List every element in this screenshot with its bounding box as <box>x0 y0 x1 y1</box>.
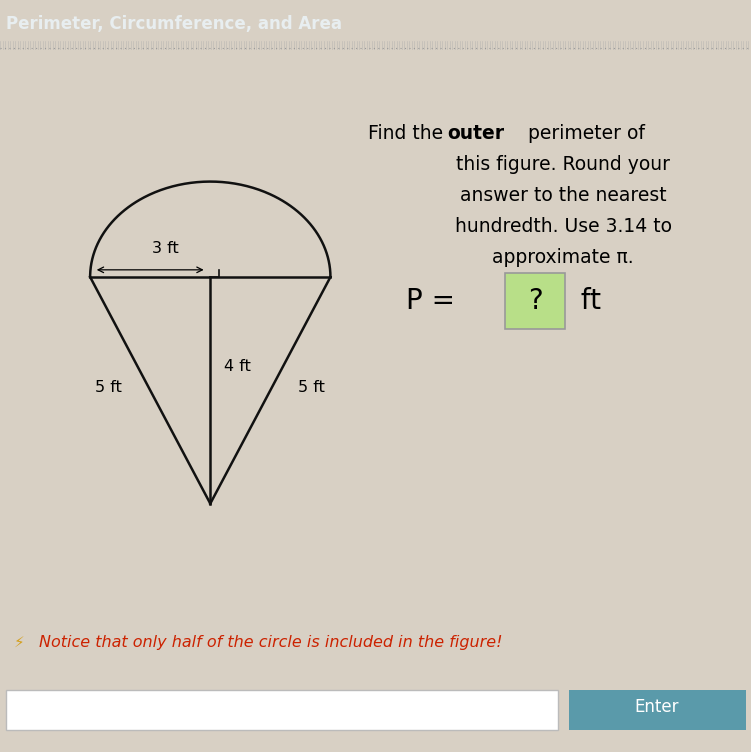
Text: this figure. Round your: this figure. Round your <box>457 156 670 174</box>
Text: perimeter of: perimeter of <box>522 124 645 144</box>
Text: Perimeter, Circumference, and Area: Perimeter, Circumference, and Area <box>6 15 342 33</box>
Text: Enter: Enter <box>635 698 680 715</box>
Text: 5 ft: 5 ft <box>298 380 325 395</box>
Text: Find the: Find the <box>368 124 449 144</box>
FancyBboxPatch shape <box>505 273 565 329</box>
FancyBboxPatch shape <box>569 690 746 730</box>
FancyBboxPatch shape <box>6 690 558 730</box>
Text: outer: outer <box>447 124 504 144</box>
Text: ?: ? <box>528 287 542 315</box>
Text: answer to the nearest: answer to the nearest <box>460 186 667 205</box>
Text: hundredth. Use 3.14 to: hundredth. Use 3.14 to <box>455 217 671 236</box>
Text: ⚡: ⚡ <box>14 635 24 650</box>
Text: 4 ft: 4 ft <box>224 359 251 374</box>
Text: ft: ft <box>572 287 602 315</box>
Text: 3 ft: 3 ft <box>152 241 179 256</box>
Text: 5 ft: 5 ft <box>95 380 122 395</box>
Text: approximate π.: approximate π. <box>493 248 634 268</box>
Text: Notice that only half of the circle is included in the figure!: Notice that only half of the circle is i… <box>39 635 502 650</box>
Text: P =: P = <box>406 287 463 315</box>
